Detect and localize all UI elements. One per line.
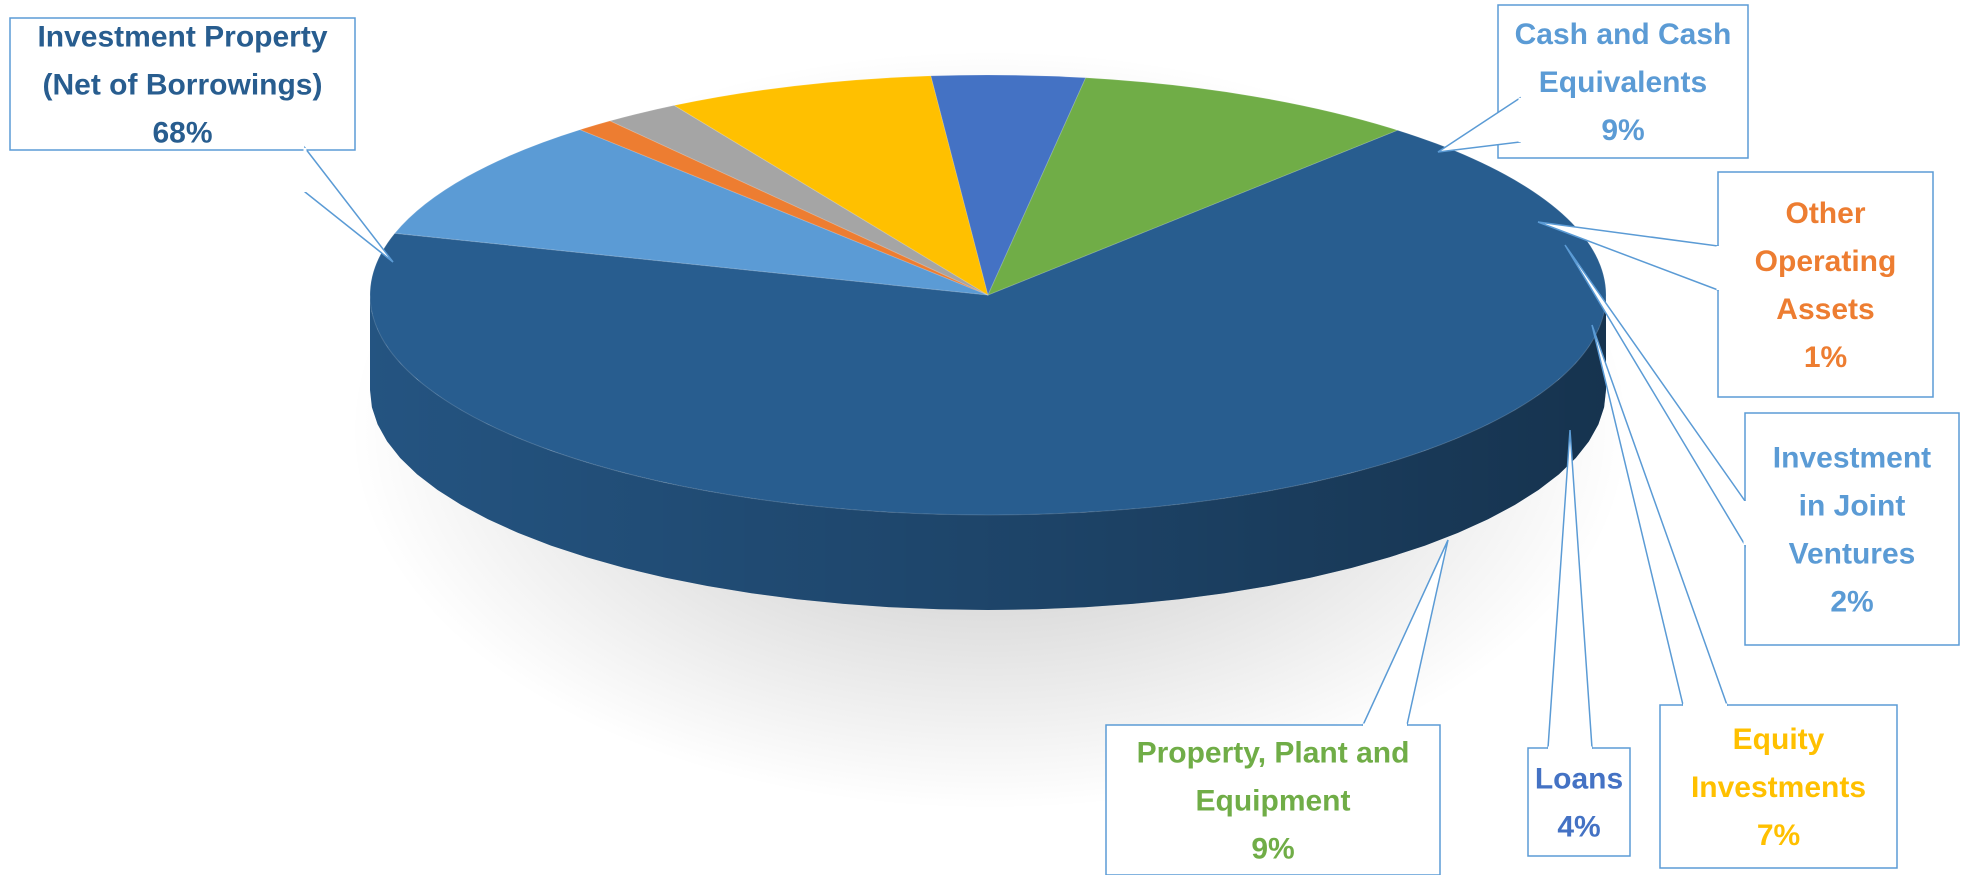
callout-box-loans [1527, 747, 1631, 857]
data-label-line: Ventures [1789, 538, 1916, 571]
pie-slice-cash-and-cash-equivalents [393, 129, 989, 296]
pie-slice-property-plant-and-equipment [987, 77, 1399, 296]
data-label-property-plant-and-equipment: Property, Plant and Equipment 9% [1137, 737, 1410, 866]
callout-box-equity-investments [1659, 704, 1898, 869]
data-label-line: Loans [1535, 763, 1623, 796]
data-label-value: 4% [1557, 811, 1600, 844]
data-label-investment-in-joint-ventures: Investment in Joint Ventures 2% [1773, 442, 1931, 619]
data-label-value: 1% [1804, 341, 1847, 374]
data-label-equity-investments: Equity Investments 7% [1691, 723, 1866, 852]
leader-lines [9, 4, 1960, 875]
pie-slice-investment-in-joint-ventures [608, 104, 989, 296]
data-label-line: Operating [1755, 245, 1897, 278]
data-labels: Investment Property (Net of Borrowings) 68… [37, 18, 1931, 866]
data-label-line: Equivalents [1539, 66, 1707, 99]
data-label-line: (Net of Borrowings) [43, 69, 323, 102]
data-label-value: 2% [1830, 586, 1873, 619]
data-label-other-operating-assets: Other Operating Assets 1% [1755, 197, 1897, 374]
pie-sides [370, 295, 1606, 610]
pie-side-investment-property-net-of-borrowings-shade [370, 295, 1606, 610]
data-label-investment-property-net-of-borrowings: Investment Property (Net of Borrowings) 68… [37, 21, 327, 150]
leader-line-investment-property-net-of-borrowings [304, 145, 394, 263]
data-label-value: 9% [1251, 833, 1294, 866]
callout-box-investment-property-net-of-borrowings [9, 17, 356, 151]
data-label-loans: Loans 4% [1535, 763, 1623, 844]
data-label-line: Equity [1733, 723, 1825, 756]
data-label-line: Equipment [1196, 785, 1351, 818]
pie-slice-loans [930, 74, 1087, 297]
data-label-line: Other [1785, 197, 1865, 230]
data-label-line: Cash and Cash [1515, 18, 1732, 51]
data-label-line: Assets [1776, 293, 1874, 326]
callout-box-investment-in-joint-ventures [1744, 412, 1960, 646]
data-label-cash-and-cash-equivalents: Cash and Cash Equivalents 9% [1515, 18, 1732, 147]
data-label-line: Investments [1691, 771, 1866, 804]
callout-box-other-operating-assets [1717, 171, 1934, 398]
data-label-line: Property, Plant and [1137, 737, 1410, 770]
pie-slice-investment-property-net-of-borrowings [369, 129, 1607, 516]
pie-tops [369, 74, 1607, 516]
callout-box-property-plant-and-equipment [1105, 724, 1441, 875]
data-label-line: in Joint [1799, 490, 1906, 523]
data-label-value: 7% [1757, 819, 1800, 852]
data-label-line: Investment Property [37, 21, 327, 54]
data-label-value: 9% [1601, 114, 1644, 147]
callout-box-cash-and-cash-equivalents [1497, 4, 1749, 159]
pie-slice-other-operating-assets [578, 120, 989, 296]
data-label-value: 68% [152, 117, 212, 150]
data-label-line: Investment [1773, 442, 1931, 475]
leader-line-cash-and-cash-equivalents [1437, 96, 1521, 153]
pie-slice-equity-investments [672, 75, 989, 297]
